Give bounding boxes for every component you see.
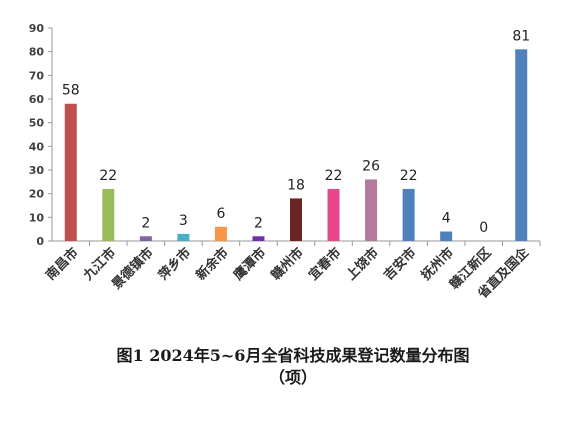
bar — [102, 188, 115, 241]
data-label: 6 — [216, 206, 225, 222]
data-label: 2 — [141, 215, 150, 231]
y-tick-label: 20 — [29, 188, 45, 201]
x-category-label: 鹰潭市 — [230, 245, 269, 284]
y-tick-label: 30 — [29, 164, 45, 177]
y-tick-label: 0 — [36, 235, 44, 248]
x-category-label: 萍乡市 — [155, 245, 194, 284]
chart-title-unit: （项） — [268, 368, 317, 387]
x-category-label: 吉安市 — [381, 245, 420, 284]
bar — [290, 198, 302, 241]
data-label: 18 — [287, 177, 305, 193]
y-tick-label: 80 — [29, 46, 45, 59]
bar — [402, 188, 415, 241]
bar — [252, 236, 265, 241]
bar — [64, 103, 77, 241]
y-tick-label: 40 — [29, 140, 45, 153]
y-tick-label: 60 — [29, 93, 45, 106]
data-label: 22 — [325, 168, 343, 184]
x-category-label: 南昌市 — [43, 245, 82, 284]
data-label: 3 — [179, 213, 188, 229]
bars — [64, 49, 528, 241]
bar — [440, 231, 453, 241]
x-category-label: 景德镇市 — [109, 245, 157, 293]
data-label: 2 — [254, 215, 263, 231]
data-label: 22 — [400, 168, 418, 184]
chart-title: 图1 2024年5~6月全省科技成果登记数量分布图 — [116, 346, 470, 365]
x-category-label: 宜春市 — [305, 245, 344, 284]
data-label: 0 — [479, 220, 488, 236]
bar — [327, 188, 340, 241]
bar — [515, 49, 528, 241]
x-category-label: 新余市 — [193, 245, 232, 284]
bar — [139, 236, 152, 241]
y-tick-label: 50 — [29, 117, 45, 130]
bar — [365, 179, 378, 241]
data-label: 81 — [512, 28, 530, 44]
data-label: 58 — [62, 83, 80, 99]
data-label: 4 — [442, 211, 451, 227]
y-tick-label: 10 — [29, 211, 45, 224]
x-category-label: 上饶市 — [343, 245, 382, 284]
bar — [177, 233, 190, 241]
y-tick-label: 70 — [29, 69, 45, 82]
y-tick-label: 90 — [29, 22, 45, 35]
bar — [214, 226, 227, 241]
data-label: 26 — [362, 158, 380, 174]
data-label: 22 — [99, 168, 117, 184]
x-category-label: 赣州市 — [268, 245, 307, 284]
